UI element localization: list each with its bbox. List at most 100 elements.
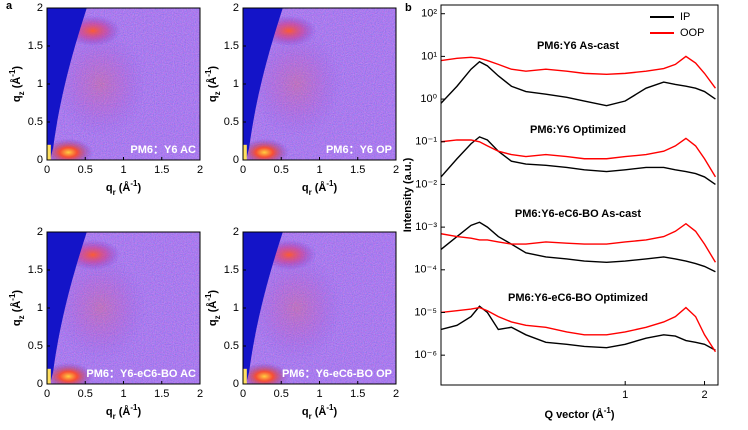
axis-label-part: (Å — [10, 301, 23, 316]
axis-label-part: z — [17, 315, 26, 319]
series-line — [441, 136, 716, 186]
annotation: PM6:Y6-eC6-BO Optimized — [508, 292, 648, 304]
axis-label: qz (Å-1) — [204, 290, 222, 327]
axis-label-part: (Å — [206, 301, 219, 316]
axis-label-part: q — [11, 95, 23, 102]
series-line — [441, 305, 716, 351]
frame — [440, 4, 719, 386]
x-tick-label: 0.5 — [78, 164, 93, 176]
ring-bottom — [47, 362, 93, 384]
y-tick-label: 1 — [37, 78, 43, 90]
axis-label-part: (Å — [10, 77, 23, 92]
panel-tag: PM6：Y6-eC6-BO OP — [282, 368, 392, 380]
x-tick-label: 2 — [393, 388, 399, 400]
series-line — [441, 221, 716, 273]
axis-label-part: z — [213, 91, 222, 95]
x-tick-label: 1.5 — [350, 388, 365, 400]
legend-label: IP — [680, 11, 690, 23]
axis-label-part: q — [106, 406, 113, 418]
x-tick-label: 1.5 — [154, 388, 169, 400]
ring-diffuse — [54, 30, 147, 138]
y-tick-label: 10⁻⁵ — [414, 306, 437, 318]
axis-label-part: (Å — [312, 181, 327, 194]
x-tick-label: 0.5 — [78, 388, 93, 400]
series-line — [441, 222, 717, 263]
y-tick-label: 1.5 — [28, 40, 43, 52]
heatmap — [243, 8, 396, 160]
y-tick-label: 10¹ — [421, 50, 437, 62]
axis-label: qr (Å-1) — [106, 179, 142, 197]
x-tick-label: 1 — [622, 389, 628, 401]
axis-label: Q vector (Å-1) — [544, 406, 614, 421]
y-tick-label: 1.5 — [224, 40, 239, 52]
axis-label-part: z — [17, 91, 26, 95]
panel-tag: PM6：Y6-eC6-BO AC — [86, 368, 196, 380]
series-line — [441, 306, 717, 353]
axis-label-part: -1 — [8, 293, 17, 301]
axis-label-part: q — [207, 95, 219, 102]
panel-letter: b — [405, 2, 412, 14]
axis-label-part: -1 — [326, 179, 334, 188]
axis-label-part: (Å — [206, 77, 219, 92]
beam-stop — [243, 368, 247, 384]
axis-label-part: -1 — [326, 403, 334, 412]
ring-bottom — [243, 138, 289, 160]
series-line — [441, 55, 716, 89]
beam-stop — [47, 368, 51, 384]
y-tick-label: 1.5 — [28, 264, 43, 276]
x-tick-label: 1 — [120, 388, 126, 400]
x-tick-label: 0 — [44, 388, 50, 400]
axis-label-part: ) — [333, 406, 337, 418]
missing-wedge — [243, 232, 283, 384]
axis-label-part: ) — [207, 66, 219, 70]
missing-wedge — [243, 8, 283, 160]
axis-label-part: ) — [137, 406, 141, 418]
axis-label-part: r — [113, 412, 116, 421]
y-tick-label: 1.5 — [224, 264, 239, 276]
legend-label: OOP — [680, 27, 704, 39]
x-tick-label: 1 — [316, 388, 322, 400]
axis-label-part: ) — [611, 409, 615, 421]
y-tick-label: 2 — [37, 2, 43, 14]
x-tick-label: 0 — [44, 164, 50, 176]
y-tick-label: 0.5 — [28, 116, 43, 128]
axis-label-part: r — [309, 188, 312, 197]
axis-label-part: -1 — [130, 179, 138, 188]
y-tick-label: 1 — [37, 302, 43, 314]
axis-label-part: r — [113, 188, 116, 197]
ring-diffuse — [250, 254, 343, 362]
annotation: PM6:Y6 Optimized — [530, 124, 626, 136]
series-line — [441, 137, 717, 178]
axis-label: qz (Å-1) — [8, 290, 26, 327]
x-tick-label: 0.5 — [274, 164, 289, 176]
panel-letter: a — [6, 0, 13, 12]
axis-label: qr (Å-1) — [302, 179, 338, 197]
axis-label-part: ) — [207, 290, 219, 294]
ring-diffuse — [54, 254, 147, 362]
axis-label-part: -1 — [130, 403, 138, 412]
axis-label-part: q — [106, 182, 113, 194]
axis-label-part: q — [302, 406, 309, 418]
x-tick-label: 2 — [393, 164, 399, 176]
y-tick-label: 10² — [421, 8, 437, 20]
x-tick-label: 1 — [316, 164, 322, 176]
axis-label-part: q — [302, 182, 309, 194]
beam-stop — [47, 144, 51, 160]
axis-label-part: Q vector (Å — [544, 408, 603, 421]
annotation: PM6:Y6-eC6-BO As-cast — [515, 208, 641, 220]
x-tick-label: 1.5 — [350, 164, 365, 176]
axis-label-part: (Å — [116, 181, 131, 194]
annotation: PM6:Y6 As-cast — [537, 40, 619, 52]
axis-label: qr (Å-1) — [302, 403, 338, 421]
panel-tag: PM6：Y6 AC — [130, 144, 196, 156]
y-tick-label: 0 — [37, 154, 43, 166]
axis-label-part: -1 — [204, 293, 213, 301]
y-tick-label: 1 — [233, 302, 239, 314]
y-tick-label: 0.5 — [224, 340, 239, 352]
ring-bottom — [47, 138, 93, 160]
heatmap — [243, 232, 396, 384]
ring-diffuse — [250, 30, 343, 138]
axis-label: qz (Å-1) — [204, 66, 222, 103]
y-tick-label: 10⁻⁴ — [414, 264, 437, 276]
y-tick-label: 2 — [233, 226, 239, 238]
